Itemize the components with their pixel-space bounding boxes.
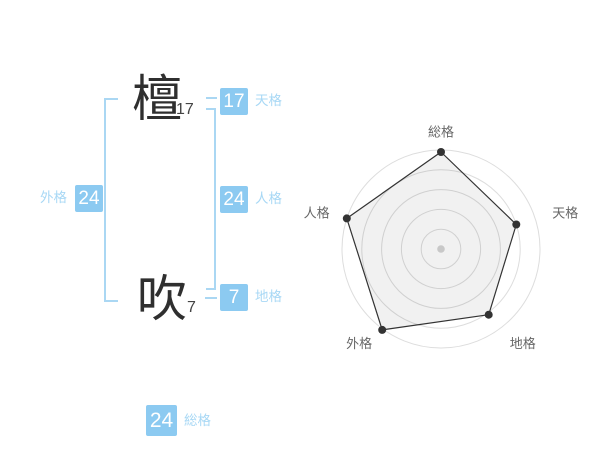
soukaku-label: 総格 bbox=[184, 413, 211, 428]
radar-axis-label: 総格 bbox=[428, 125, 454, 140]
chikaku-score-badge: 7 bbox=[220, 284, 248, 311]
chikaku-label: 地格 bbox=[255, 289, 282, 304]
soukaku-score-badge: 24 bbox=[146, 405, 177, 436]
surname-stroke-count: 17 bbox=[176, 101, 194, 118]
radar-axis-label: 外格 bbox=[346, 336, 372, 351]
radar-vertex-dot bbox=[512, 220, 521, 229]
tenkaku-label: 天格 bbox=[255, 93, 282, 108]
tenkaku-score-badge: 17 bbox=[220, 88, 248, 115]
radar-data-polygon bbox=[346, 151, 517, 331]
radar-vertex-dot bbox=[484, 310, 493, 319]
radar-axis-label: 地格 bbox=[510, 336, 536, 351]
radar-grid-ring bbox=[400, 208, 482, 290]
jinkaku-bracket bbox=[206, 108, 216, 290]
gaikaku-bracket bbox=[104, 98, 118, 302]
radar-axis-label: 人格 bbox=[304, 205, 330, 220]
given-name-kanji: 吹 bbox=[137, 270, 187, 328]
gaikaku-score-badge: 24 bbox=[75, 185, 103, 212]
radar-grid-ring bbox=[381, 189, 501, 309]
gaikaku-label: 外格 bbox=[40, 190, 67, 205]
chikaku-connector-line bbox=[205, 297, 217, 299]
radar-grid-ring bbox=[420, 228, 462, 270]
radar-center-dot bbox=[437, 245, 445, 253]
tenkaku-connector-line bbox=[206, 97, 217, 99]
radar-grid-ring bbox=[361, 169, 521, 329]
surname-kanji: 檀 bbox=[132, 70, 182, 128]
jinkaku-score-badge: 24 bbox=[220, 186, 248, 213]
radar-axis-label: 天格 bbox=[552, 205, 578, 220]
radar-vertex-dot bbox=[437, 148, 445, 156]
jinkaku-label: 人格 bbox=[255, 191, 282, 206]
radar-vertex-dot bbox=[342, 214, 351, 223]
radar-vertex-dot bbox=[378, 325, 387, 334]
given-name-stroke-count: 7 bbox=[187, 299, 196, 316]
